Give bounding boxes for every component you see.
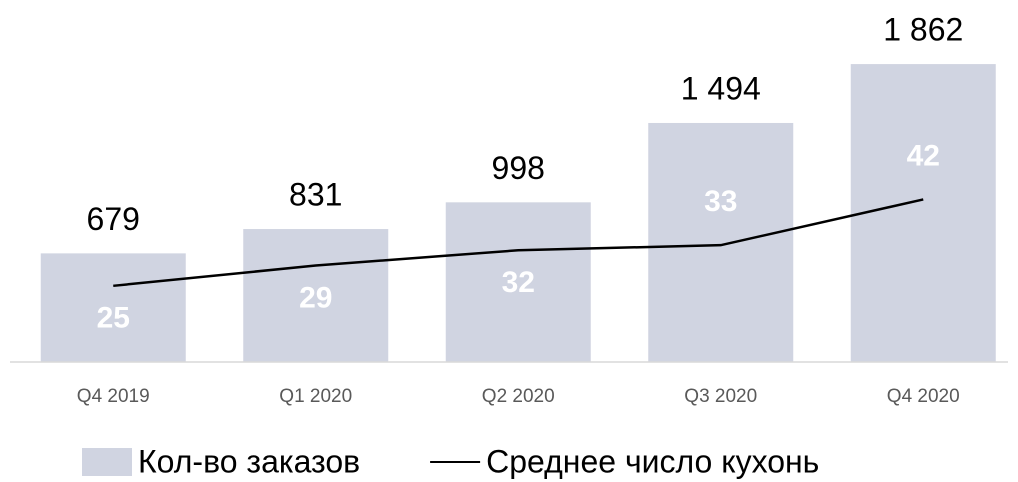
legend-label: Кол-во заказов xyxy=(138,443,360,479)
bar xyxy=(243,229,389,362)
x-tick-label: Q4 2020 xyxy=(887,386,960,407)
bar xyxy=(40,253,186,362)
line-value-label: 33 xyxy=(704,185,737,218)
bar-value-label: 679 xyxy=(87,201,140,237)
x-tick-label: Q2 2020 xyxy=(482,386,555,407)
line xyxy=(113,198,924,288)
line-value-label: 29 xyxy=(299,281,332,314)
legend-label: Среднее число кухонь xyxy=(486,443,819,479)
bar xyxy=(850,64,996,362)
bar xyxy=(648,122,794,363)
x-tick-label: Q4 2019 xyxy=(77,386,150,407)
line-value-label: 32 xyxy=(502,266,535,299)
line-value-label: 42 xyxy=(907,139,940,172)
bar-value-label: 831 xyxy=(289,176,342,212)
x-tick-label: Q3 2020 xyxy=(684,386,757,407)
line-value-label: 25 xyxy=(97,302,130,335)
bar xyxy=(445,202,591,362)
bar-value-label: 1 862 xyxy=(883,12,963,48)
legend-swatch xyxy=(82,448,132,476)
bar-value-label: 1 494 xyxy=(681,70,761,106)
x-tick-label: Q1 2020 xyxy=(279,386,352,407)
bar-value-label: 998 xyxy=(492,150,545,186)
